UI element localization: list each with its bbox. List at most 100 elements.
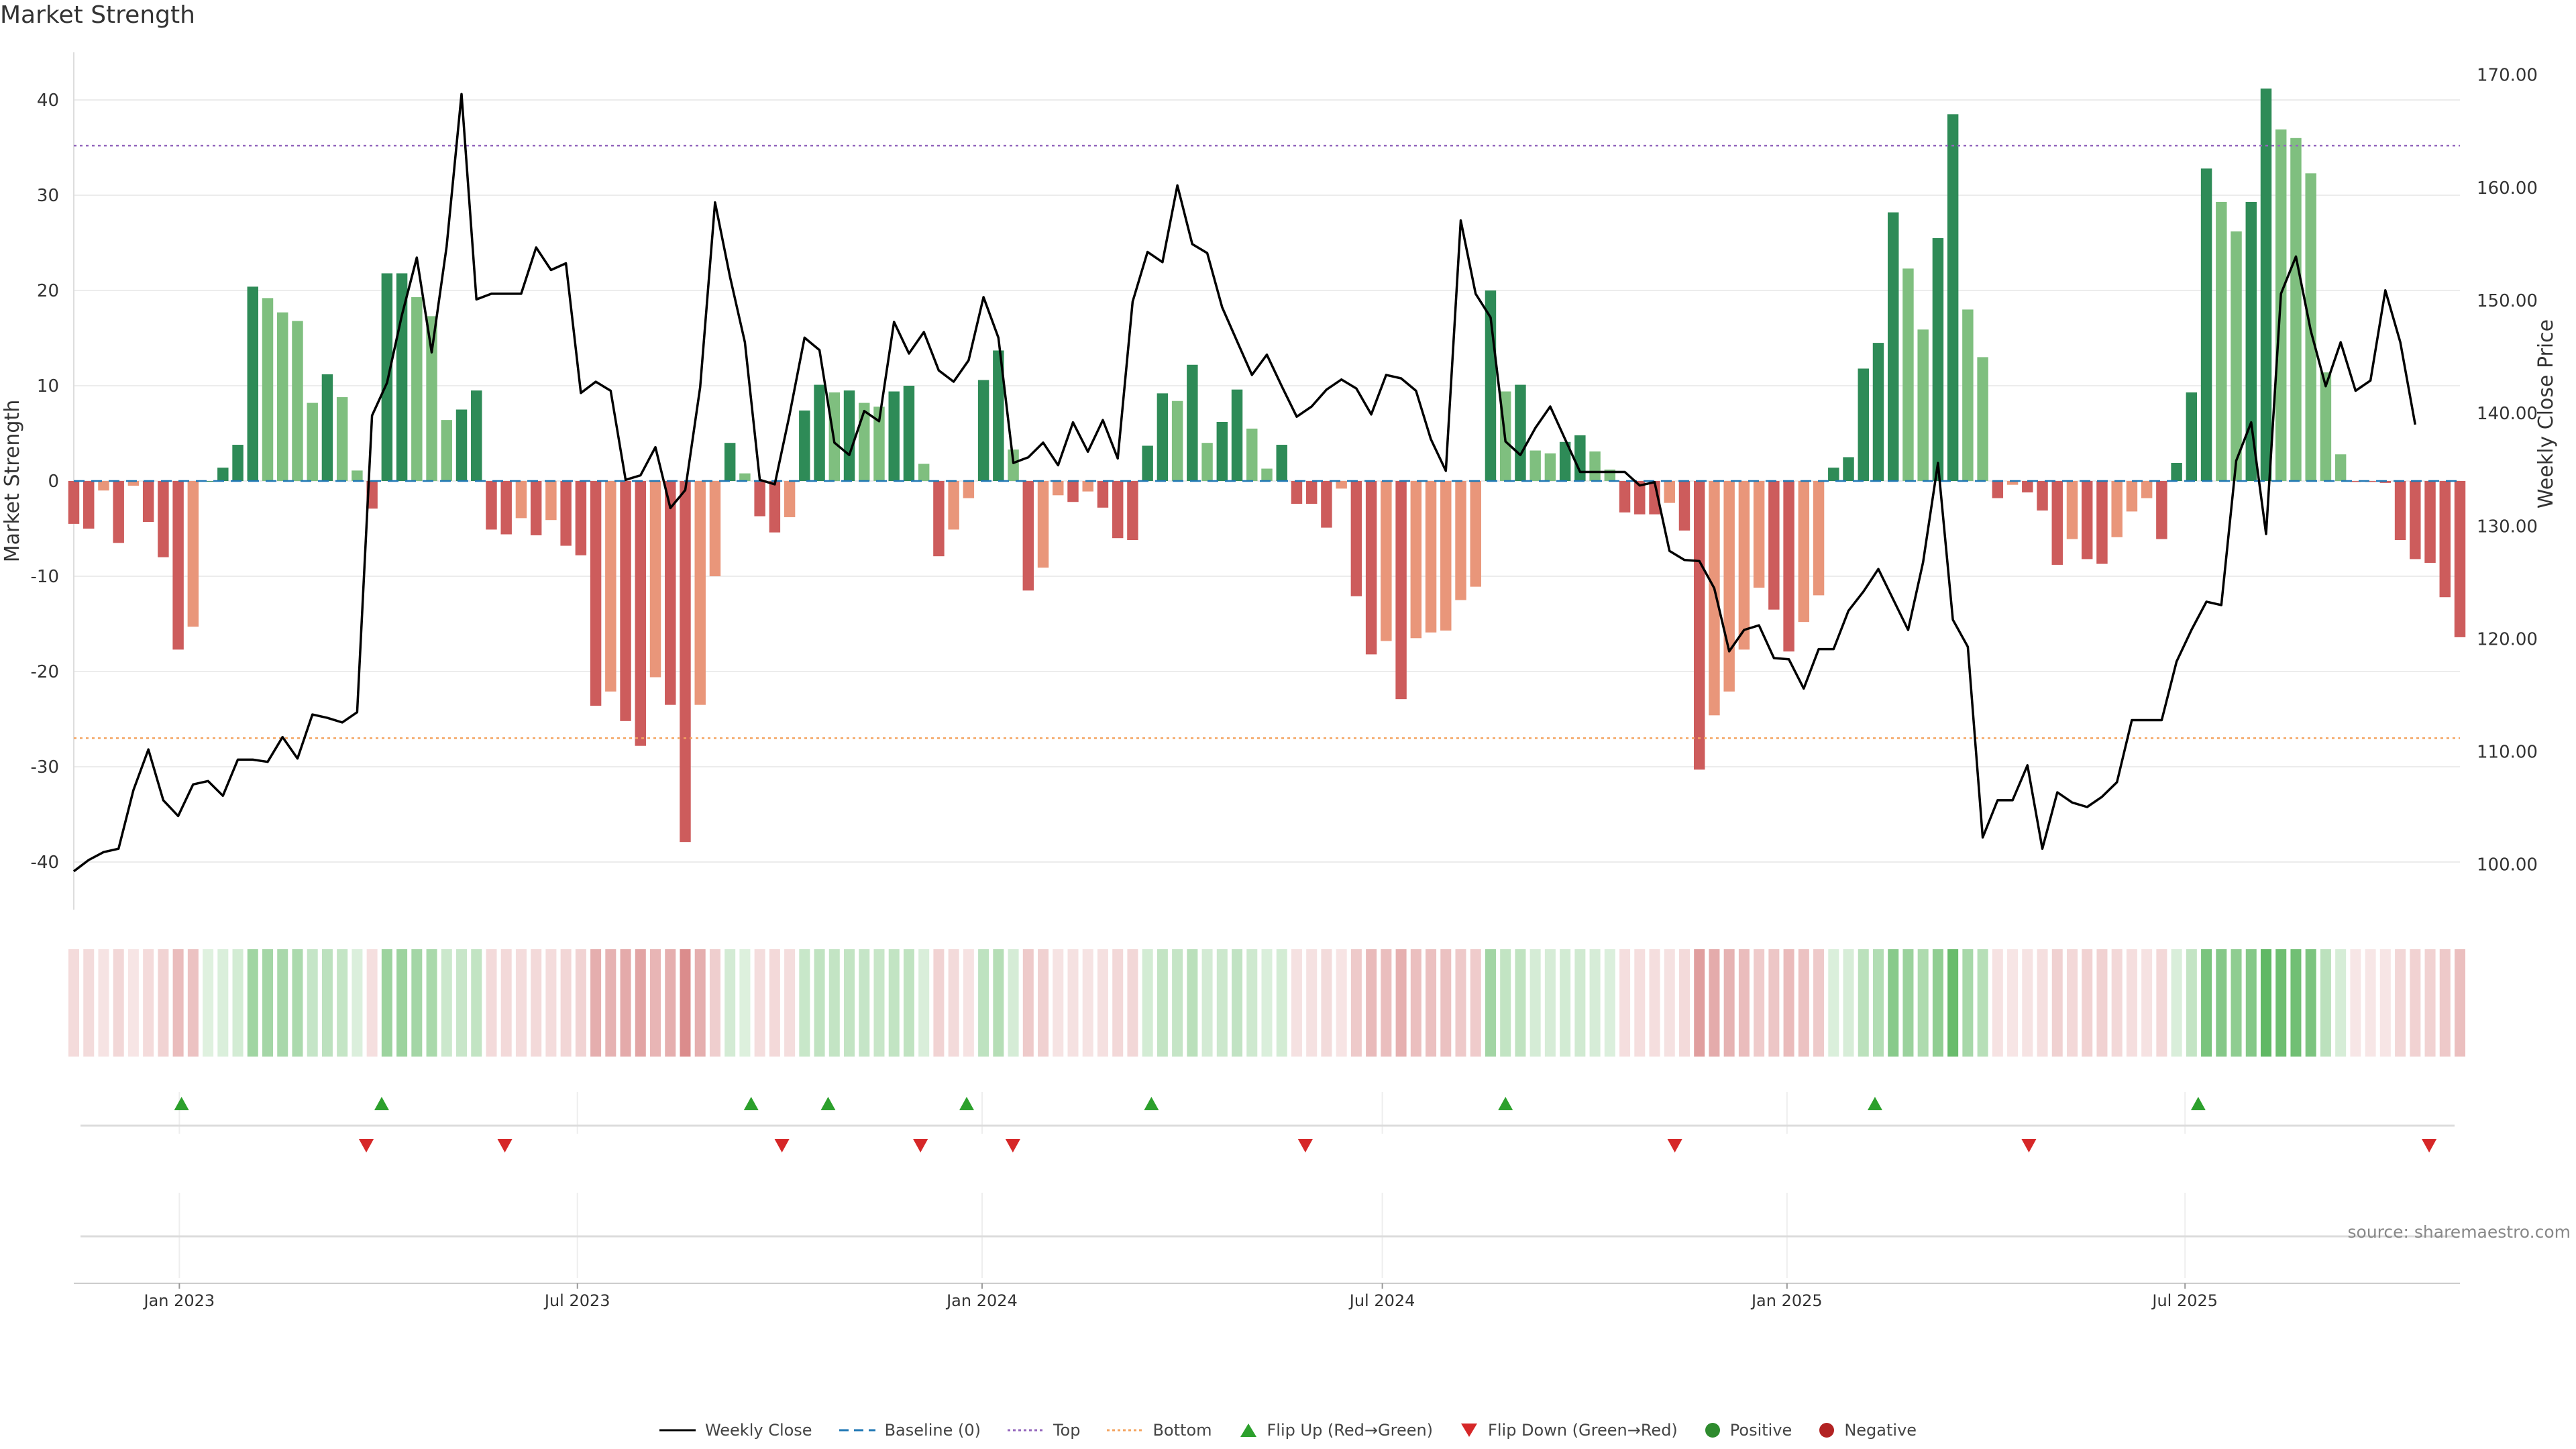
heatmap-cell	[1321, 949, 1332, 1057]
strength-bars	[68, 88, 2466, 843]
strength-bar	[1723, 481, 1735, 692]
strength-bar	[2156, 481, 2167, 539]
strength-bar	[709, 481, 721, 576]
strength-bar	[2260, 88, 2272, 481]
strength-bar	[1261, 468, 1273, 481]
heatmap-cell	[1977, 949, 1988, 1057]
strength-bar	[1753, 481, 1765, 588]
y2-tick-label: 140.00	[2477, 404, 2538, 424]
strength-bar	[1291, 481, 1303, 504]
strength-bar	[381, 273, 393, 481]
heatmap-cell	[1783, 949, 1794, 1057]
strength-bar	[1470, 481, 1481, 587]
heatmap-cell	[2201, 949, 2212, 1057]
strength-bar	[933, 481, 945, 557]
heatmap-cell	[366, 949, 378, 1057]
y-axis-label: Market Strength	[1, 400, 24, 562]
heatmap-cell	[978, 949, 989, 1057]
heatmap-cell	[1858, 949, 1869, 1057]
strength-bar	[1276, 445, 1287, 481]
strength-bar	[1067, 481, 1079, 502]
strength-bar	[575, 481, 587, 555]
heatmap-cell	[2231, 949, 2242, 1057]
heatmap-cell	[918, 949, 930, 1057]
strength-bar	[754, 481, 765, 517]
strength-bar	[2186, 392, 2198, 481]
grid-lines	[74, 99, 2460, 1278]
legend-bottom-label: Bottom	[1152, 1421, 1212, 1440]
flip-down-marker	[2021, 1139, 2037, 1152]
heatmap-cell	[1022, 949, 1034, 1057]
heatmap-cell	[620, 949, 631, 1057]
heatmap-cell	[933, 949, 945, 1057]
heatmap-cell	[1828, 949, 1839, 1057]
strength-bar	[1768, 481, 1780, 610]
chart-title: Market Strength	[0, 1, 195, 29]
heatmap-cell	[605, 949, 616, 1057]
strength-bar	[784, 481, 796, 517]
strength-bar	[1932, 237, 1944, 481]
flip-down-triangle-icon	[1461, 1424, 1478, 1437]
legend-flip-up-label: Flip Up (Red→Green)	[1267, 1421, 1434, 1440]
heatmap-cell	[1917, 949, 1929, 1057]
heatmap-cell	[2066, 949, 2078, 1057]
strength-bar	[1410, 481, 1422, 639]
heatmap-cell	[1097, 949, 1108, 1057]
strength-bar	[2006, 481, 2019, 485]
y-tick-label: -10	[31, 567, 59, 587]
heatmap-cell	[1157, 949, 1168, 1057]
heatmap-cell	[232, 949, 244, 1057]
strength-bar	[2200, 168, 2212, 482]
heatmap-cell	[2320, 949, 2331, 1057]
strength-bar	[2245, 201, 2257, 481]
strength-bar	[217, 468, 229, 481]
strength-bar	[2379, 481, 2392, 483]
heatmap-cell	[844, 949, 855, 1057]
heatmap-cell	[2007, 949, 2019, 1057]
strength-bar	[2051, 481, 2063, 565]
heatmap-cell	[1932, 949, 1943, 1057]
strength-bar	[2365, 481, 2376, 482]
strength-bar	[590, 481, 602, 706]
strength-bar	[352, 470, 363, 481]
heatmap-cell	[98, 949, 109, 1057]
heatmap-cell	[575, 949, 586, 1057]
heatmap-cell	[724, 949, 736, 1057]
heatmap-cell	[665, 949, 676, 1057]
strength-bar	[1947, 114, 1959, 482]
strength-bar	[2171, 463, 2182, 481]
strength-bar	[247, 286, 259, 481]
strength-bar	[1515, 384, 1526, 481]
heatmap-cell	[426, 949, 437, 1057]
flip-markers	[174, 1097, 2437, 1152]
strength-bar	[1425, 481, 1437, 633]
heatmap-cell	[859, 949, 870, 1057]
heatmap-cell	[500, 949, 512, 1057]
strength-bar	[2231, 231, 2242, 481]
strength-bar	[605, 481, 616, 692]
heatmap-cell	[1694, 949, 1705, 1057]
heatmap-cell	[217, 949, 229, 1057]
flip-up-marker	[374, 1097, 389, 1110]
heatmap-cell	[1038, 949, 1049, 1057]
strength-bar	[1246, 428, 1258, 481]
strength-heatmap	[68, 949, 2466, 1057]
strength-bar	[1559, 441, 1571, 481]
heatmap-cell	[963, 949, 974, 1057]
strength-bar	[2394, 481, 2406, 541]
legend-top-label: Top	[1053, 1421, 1081, 1440]
strength-bar	[635, 481, 647, 746]
y2-axis-label: Weekly Close Price	[2534, 319, 2558, 508]
flip-down-marker	[913, 1139, 928, 1152]
heatmap-cell	[1962, 949, 1974, 1057]
strength-bar	[1216, 421, 1228, 481]
strength-bar	[1157, 393, 1169, 481]
x-tick-label: Jul 2025	[2151, 1291, 2218, 1310]
heatmap-cell	[2424, 949, 2436, 1057]
strength-bar	[665, 481, 676, 705]
heatmap-cell	[1395, 949, 1407, 1057]
heatmap-cell	[2305, 949, 2316, 1057]
strength-bar	[1395, 481, 1407, 700]
strength-bar	[2141, 481, 2153, 498]
strength-bar	[1201, 443, 1213, 481]
